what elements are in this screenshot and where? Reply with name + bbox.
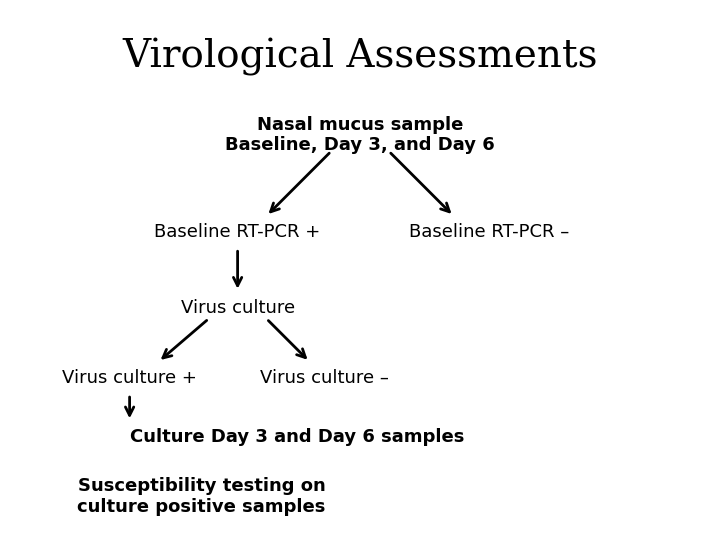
Text: Virus culture: Virus culture — [181, 299, 294, 317]
Text: Baseline RT-PCR –: Baseline RT-PCR – — [410, 223, 570, 241]
Text: Baseline RT-PCR +: Baseline RT-PCR + — [155, 223, 320, 241]
Text: Virological Assessments: Virological Assessments — [122, 38, 598, 76]
Text: Virus culture –: Virus culture – — [260, 369, 388, 387]
Text: Nasal mucus sample
Baseline, Day 3, and Day 6: Nasal mucus sample Baseline, Day 3, and … — [225, 116, 495, 154]
Text: Culture Day 3 and Day 6 samples: Culture Day 3 and Day 6 samples — [130, 428, 464, 447]
Text: Susceptibility testing on
culture positive samples: Susceptibility testing on culture positi… — [78, 477, 325, 516]
Text: Virus culture +: Virus culture + — [62, 369, 197, 387]
